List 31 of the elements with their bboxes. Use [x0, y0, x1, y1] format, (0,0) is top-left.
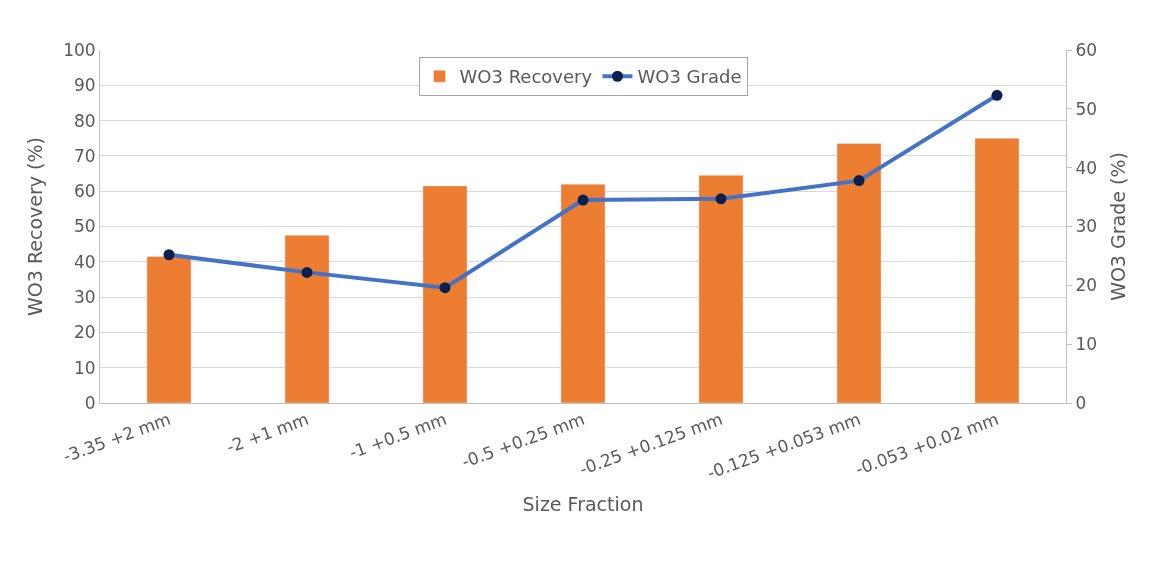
bar — [422, 185, 468, 403]
bar — [560, 183, 606, 403]
y-tick-label: 40 — [73, 251, 96, 272]
y-tick-label: 80 — [73, 110, 96, 131]
y2-tick-label: 20 — [1075, 275, 1098, 296]
bar — [698, 175, 744, 403]
legend-label: WO3 Grade — [637, 66, 742, 88]
y2-tick-label: 10 — [1075, 334, 1098, 355]
y2-tick-label: 0 — [1075, 392, 1087, 413]
bar — [836, 143, 882, 403]
y2-tick-label: 50 — [1075, 98, 1098, 119]
x-tick-label: -1 +0.5 mm — [346, 408, 450, 463]
y2-tick-label: 30 — [1075, 216, 1098, 237]
y-tick-label: 10 — [73, 357, 96, 378]
y-tick-label: 30 — [73, 287, 96, 308]
y-tick-label: 50 — [73, 216, 96, 237]
y-tick-label: 100 — [63, 39, 96, 60]
y2-axis-title: WO3 Grade (%) — [1106, 152, 1129, 301]
y-axis-title: WO3 Recovery (%) — [24, 137, 46, 316]
x-axis-title: Size Fraction — [522, 492, 644, 515]
y-tick-label: 70 — [73, 145, 96, 166]
x-tick-label: -2 +1 mm — [223, 408, 312, 458]
y2-tick-label: 40 — [1075, 157, 1098, 178]
y-tick-label: 20 — [73, 322, 96, 343]
y2-tick-label: 60 — [1075, 39, 1098, 60]
bar — [974, 138, 1020, 403]
y-tick-label: 60 — [73, 181, 96, 202]
bar — [146, 256, 192, 403]
y-tick-label: 90 — [73, 75, 96, 96]
bar — [284, 235, 330, 403]
legend-label: WO3 Recovery — [459, 66, 593, 88]
